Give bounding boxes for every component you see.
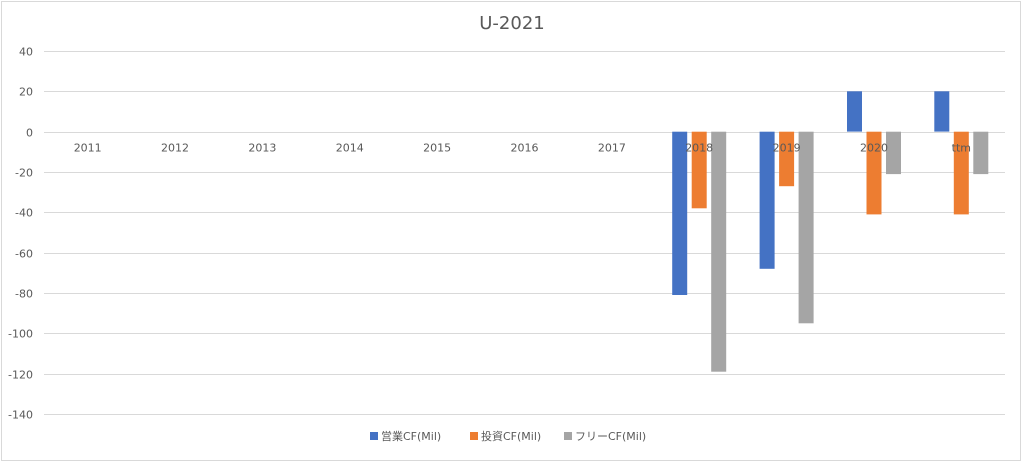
- bar-2-2020: [866, 131, 882, 215]
- bar-1-2019: [759, 131, 775, 269]
- y-tick-label: -140: [8, 409, 33, 422]
- x-category-label: 2018: [685, 142, 713, 155]
- x-category-label: 2014: [336, 142, 364, 155]
- bars: [672, 91, 989, 372]
- bar-2-ttm: [953, 131, 969, 215]
- y-tick-label: 40: [19, 46, 33, 59]
- x-axis-categories: 2011 2012 2013 2014 2015 2016 2017 2018 2019 2020…: [74, 142, 971, 155]
- x-category-label: 2013: [248, 142, 276, 155]
- x-category-label: 2011: [74, 142, 102, 155]
- bar-1-2020: [847, 91, 862, 132]
- legend-label-1: 営業CF(Mil): [381, 429, 441, 443]
- bar-1-2018: [672, 131, 688, 295]
- bar-2-2019: [779, 131, 795, 187]
- legend: 営業CF(Mil) 投資CF(Mil) フリーCF(Mil): [370, 429, 646, 443]
- x-category-label: 2015: [423, 142, 451, 155]
- bar-3-2020: [886, 131, 901, 175]
- y-tick-label: -100: [8, 328, 33, 341]
- bar-3-ttm: [973, 131, 989, 175]
- y-tick-label: -60: [15, 248, 33, 261]
- y-tick-label: -120: [8, 369, 33, 382]
- y-tick-label: 20: [19, 86, 33, 99]
- y-tick-label: -20: [15, 167, 33, 180]
- legend-swatch-3: [564, 432, 572, 440]
- legend-label-3: フリーCF(Mil): [575, 430, 646, 443]
- x-category-label: 2012: [161, 142, 189, 155]
- x-category-label: 2020: [860, 142, 888, 155]
- gridlines: [44, 51, 1005, 415]
- y-axis-ticks: 40 20 0 -20 -40 -60 -80 -100 -120 -140: [8, 46, 33, 422]
- x-category-label: 2016: [511, 142, 539, 155]
- x-category-label: 2017: [598, 142, 626, 155]
- bar-1-ttm: [934, 91, 950, 132]
- chart-title: U-2021: [479, 13, 544, 34]
- bar-3-2018: [711, 131, 727, 372]
- bar-2-2018: [691, 131, 707, 209]
- bar-3-2019: [798, 131, 814, 324]
- x-category-label: 2019: [773, 142, 801, 155]
- legend-label-2: 投資CF(Mil): [481, 429, 541, 443]
- legend-swatch-1: [370, 432, 378, 440]
- legend-swatch-2: [470, 432, 478, 440]
- y-tick-label: 0: [26, 127, 33, 140]
- y-tick-label: -40: [15, 207, 33, 220]
- y-tick-label: -80: [15, 288, 33, 301]
- x-category-label: ttm: [952, 142, 971, 155]
